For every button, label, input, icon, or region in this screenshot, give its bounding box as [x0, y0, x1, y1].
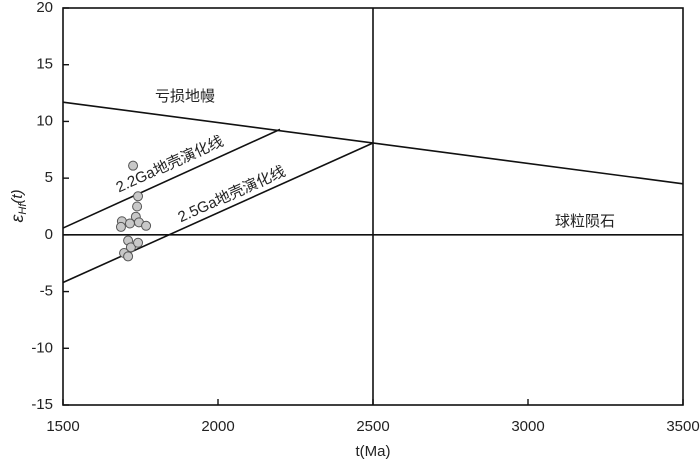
y-tick-label: 10 — [36, 112, 53, 129]
data-point — [141, 220, 152, 231]
y-tick-label: -10 — [31, 339, 53, 356]
evolution-line — [62, 128, 281, 229]
y-tick-label: 5 — [45, 169, 53, 186]
y-label-sub: Hf — [17, 203, 29, 215]
y-axis-label: εHf(t) — [7, 189, 29, 222]
y-label-symbol: ε — [7, 214, 27, 223]
y-tick-label: 20 — [36, 0, 53, 16]
x-tick-label: 1500 — [46, 418, 79, 435]
y-tick-label: 0 — [45, 226, 53, 243]
evolution-line — [62, 142, 374, 284]
y-label-rest: (t) — [9, 189, 26, 203]
x-tick-label: 3000 — [511, 418, 544, 435]
data-point — [132, 201, 143, 212]
x-tick-label: 2000 — [201, 418, 234, 435]
y-tick-label: -5 — [40, 283, 53, 300]
x-tick-label: 3500 — [666, 418, 699, 435]
x-axis-label: t(Ma) — [356, 443, 391, 460]
data-point — [133, 237, 144, 248]
data-point — [123, 251, 134, 262]
y-tick-label: 15 — [36, 56, 53, 73]
x-tick-label: 2500 — [356, 418, 389, 435]
line-label: 球粒陨石 — [555, 213, 615, 230]
data-point — [133, 191, 144, 202]
y-tick-label: -15 — [31, 396, 53, 413]
line-label: 2.5Ga地壳演化线 — [175, 163, 288, 226]
data-point — [128, 160, 139, 171]
data-point — [115, 221, 126, 232]
line-label: 亏损地幔 — [155, 88, 215, 105]
data-point — [125, 242, 136, 253]
